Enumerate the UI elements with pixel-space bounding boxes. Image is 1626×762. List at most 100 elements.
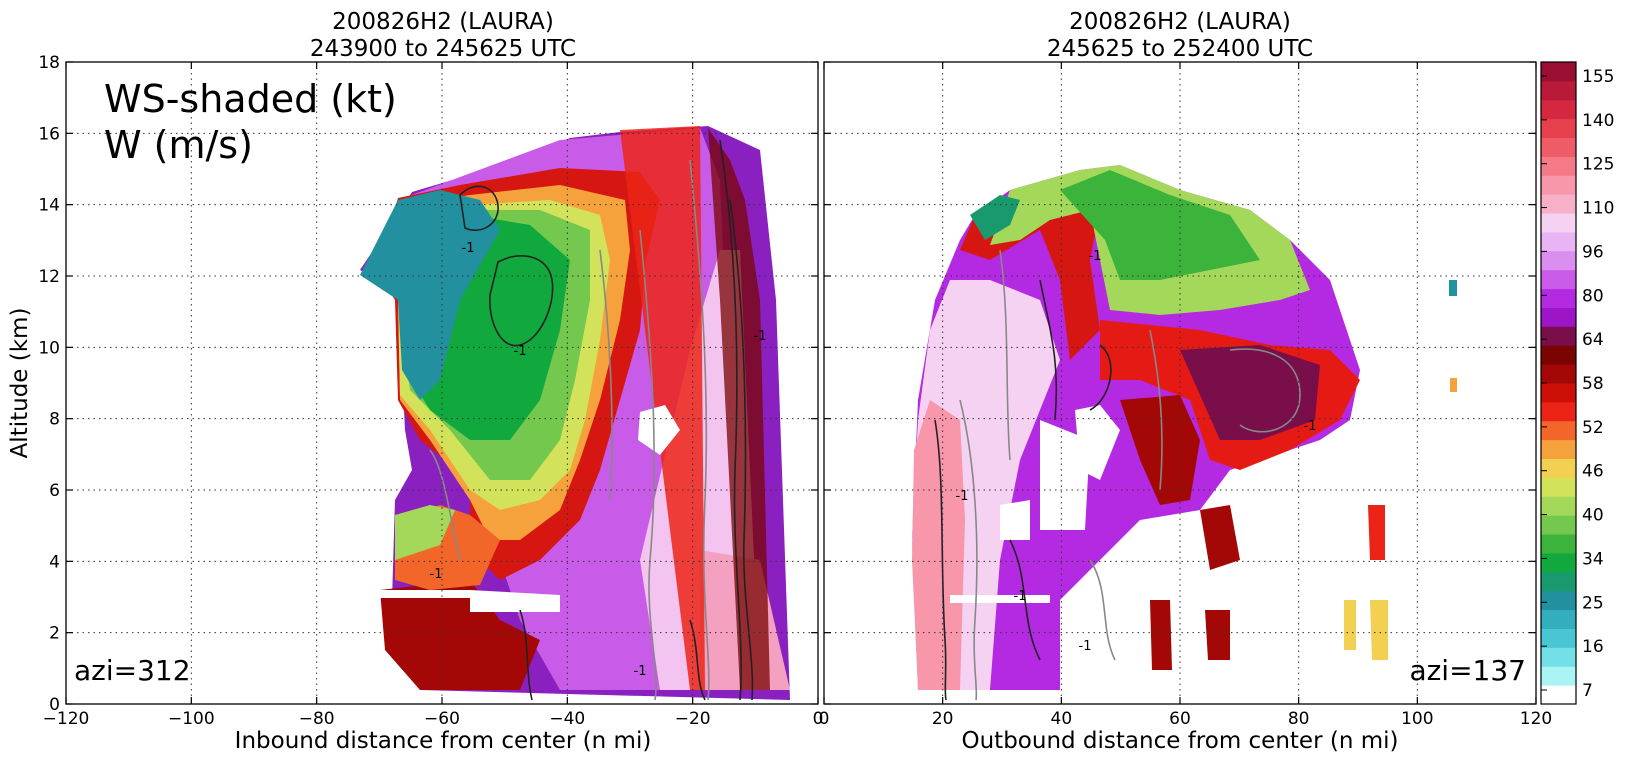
x-tick-label: 60 — [1169, 709, 1191, 729]
left-x-axis-label: Inbound distance from center (n mi) — [235, 728, 652, 754]
colorbar-swatches — [1541, 62, 1576, 705]
contour-label: -1 — [754, 329, 767, 344]
x-tick-label: −80 — [299, 709, 335, 729]
x-tick-label: 100 — [1401, 709, 1433, 729]
colorbar-swatch — [1541, 420, 1576, 441]
colorbar-swatch — [1541, 496, 1576, 516]
colorbar-tick-label: 125 — [1582, 155, 1614, 175]
y-tick-label: 0 — [49, 695, 60, 715]
colorbar-swatch — [1541, 307, 1576, 327]
colorbar-swatch — [1541, 534, 1576, 554]
colorbar-swatch — [1541, 458, 1576, 478]
contour-label: -1 — [1014, 589, 1027, 604]
colorbar-tick-label: 80 — [1582, 286, 1604, 306]
left-title-line1: 200826H2 (LAURA) — [332, 9, 554, 35]
y-tick-label: 8 — [49, 410, 60, 430]
colorbar-tick-label: 52 — [1582, 418, 1604, 438]
colorbar-swatch — [1541, 552, 1576, 573]
x-tick-label: −60 — [424, 709, 460, 729]
right-plot-area: -1 -1 -1 -1 -1 — [824, 62, 1536, 704]
y-tick-label: 14 — [38, 196, 60, 216]
contour-label: -1 — [1304, 419, 1317, 434]
colorbar-swatch — [1541, 628, 1576, 648]
colorbar-tick-label: 34 — [1582, 549, 1604, 569]
colorbar-swatch — [1541, 62, 1576, 82]
x-tick-label: −100 — [168, 709, 215, 729]
x-tick-label: 80 — [1288, 709, 1310, 729]
colorbar-tick-label: 155 — [1582, 67, 1614, 87]
left-w-contours: -1 -1 -1 -1 -1 — [429, 139, 767, 701]
right-x-axis-label: Outbound distance from center (n mi) — [962, 728, 1399, 754]
colorbar-swatch — [1541, 439, 1576, 460]
right-w-contours: -1 -1 -1 -1 -1 — [934, 249, 1317, 701]
left-panel: 200826H2 (LAURA) 243900 to 245625 UTC — [7, 9, 823, 754]
left-wind-field — [360, 126, 790, 700]
colorbar-swatch — [1541, 345, 1576, 365]
colorbar-swatch — [1541, 288, 1576, 308]
y-tick-label: 10 — [38, 338, 60, 358]
y-tick-label: 2 — [49, 624, 60, 644]
colorbar-swatch — [1541, 194, 1576, 214]
contour-label: -1 — [1079, 639, 1092, 654]
x-tick-label: −20 — [675, 709, 711, 729]
colorbar-swatch — [1541, 685, 1576, 705]
contour-label: -1 — [956, 489, 969, 504]
colorbar-swatch — [1541, 364, 1576, 384]
colorbar-swatch — [1541, 269, 1576, 290]
left-plot-area: -1 -1 -1 -1 -1 — [66, 62, 818, 704]
contour-label: -1 — [462, 241, 475, 256]
right-azimuth-label: azi=137 — [1409, 654, 1526, 687]
y-axis-label: Altitude (km) — [7, 308, 33, 459]
colorbar-swatch — [1541, 137, 1576, 157]
x-tick-label: 120 — [1520, 709, 1552, 729]
colorbar-swatch — [1541, 571, 1576, 592]
colorbar-swatch — [1541, 401, 1576, 422]
y-tick-label: 12 — [38, 267, 60, 287]
colorbar-tick-label: 25 — [1582, 593, 1604, 613]
left-azimuth-label: azi=312 — [74, 654, 191, 687]
colorbar-swatch — [1541, 80, 1576, 101]
y-tick-label: 18 — [38, 53, 60, 73]
y-tick-label: 6 — [49, 481, 60, 501]
right-panel: 200826H2 (LAURA) 245625 to 252400 UTC — [819, 9, 1553, 754]
colorbar-tick-label: 58 — [1582, 374, 1604, 394]
left-annotation-line2: W (m/s) — [104, 123, 253, 167]
colorbar-swatch — [1541, 118, 1576, 139]
colorbar-swatch — [1541, 175, 1576, 195]
x-tick-label: 0 — [813, 709, 824, 729]
colorbar-swatch — [1541, 515, 1576, 535]
y-tick-label: 16 — [38, 124, 60, 144]
left-title-line2: 243900 to 245625 UTC — [310, 36, 576, 62]
contour-label: -1 — [1089, 249, 1102, 264]
colorbar-swatch — [1541, 477, 1576, 497]
colorbar-tick-label: 110 — [1582, 199, 1614, 219]
contour-label: -1 — [514, 344, 527, 359]
colorbar-swatch — [1541, 99, 1576, 120]
colorbar-tick-label: 16 — [1582, 637, 1604, 657]
x-tick-label: 0 — [819, 709, 830, 729]
right-title-line2: 245625 to 252400 UTC — [1047, 36, 1313, 62]
colorbar-swatch — [1541, 213, 1576, 233]
x-tick-label: 20 — [932, 709, 954, 729]
colorbar-tick-label: 7 — [1582, 681, 1593, 701]
x-tick-label: 40 — [1051, 709, 1073, 729]
right-title-line1: 200826H2 (LAURA) — [1069, 9, 1291, 35]
left-y-ticks: 0 2 4 6 8 10 12 14 16 18 — [38, 53, 60, 715]
colorbar-ticks: 7 16 25 34 40 46 52 58 64 80 96 110 125 140 155 — [1541, 67, 1614, 701]
colorbar-swatch — [1541, 326, 1576, 346]
left-annotation-line1: WS-shaded (kt) — [104, 77, 397, 121]
contour-label: -1 — [430, 567, 443, 582]
x-tick-label: −40 — [549, 709, 585, 729]
colorbar-tick-label: 96 — [1582, 242, 1604, 262]
colorbar-swatch — [1541, 609, 1576, 629]
colorbar-swatch — [1541, 231, 1576, 252]
x-tick-label: −120 — [43, 709, 90, 729]
y-tick-label: 4 — [49, 552, 60, 572]
colorbar: 7 16 25 34 40 46 52 58 64 80 96 110 125 140 155 — [1540, 61, 1614, 705]
colorbar-tick-label: 64 — [1582, 330, 1604, 350]
colorbar-tick-label: 140 — [1582, 111, 1614, 131]
right-x-ticks: 0 20 40 60 80 100 120 — [819, 61, 1552, 729]
colorbar-swatch — [1541, 647, 1576, 667]
colorbar-tick-label: 46 — [1582, 462, 1604, 482]
